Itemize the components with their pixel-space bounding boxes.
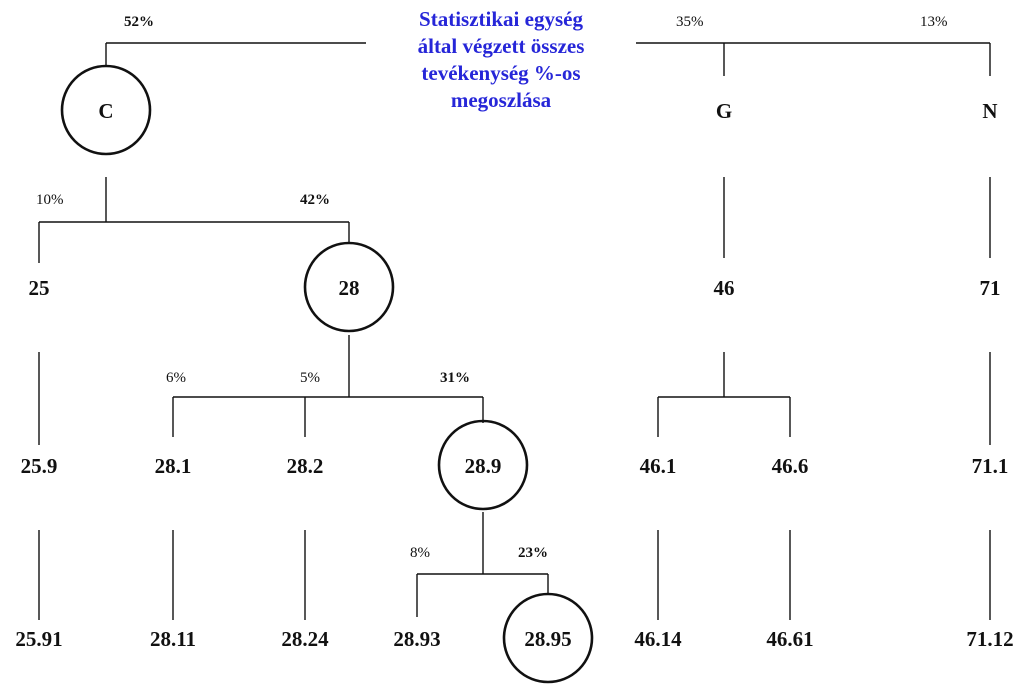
node-46-1: 46.1 <box>640 454 677 478</box>
node-28-1: 28.1 <box>155 454 192 478</box>
share-C: 52% <box>124 14 154 30</box>
node-28-9: 28.9 <box>465 454 502 478</box>
title-line-3: tevékenység %-os <box>421 61 581 85</box>
highlight-circle-28 <box>303 241 395 333</box>
highlight-circle-28-95 <box>502 592 594 684</box>
share-28-1: 6% <box>166 370 186 386</box>
node-71-12: 71.12 <box>966 627 1013 651</box>
title-line-2: által végzett összes <box>417 34 585 58</box>
node-N: N <box>982 99 997 123</box>
node-46-61: 46.61 <box>766 627 813 651</box>
highlight-circle-28-9 <box>437 419 529 511</box>
title-line-4: megoszlása <box>450 88 552 112</box>
node-28-95: 28.95 <box>524 627 571 651</box>
node-71: 71 <box>980 276 1001 300</box>
node-C: C <box>98 99 113 123</box>
share-28-2: 5% <box>300 370 320 386</box>
share-G: 35% <box>676 14 704 30</box>
node-28-24: 28.24 <box>281 627 329 651</box>
node-25-9: 25.9 <box>21 454 58 478</box>
node-25: 25 <box>29 276 50 300</box>
node-46-14: 46.14 <box>634 627 682 651</box>
node-28: 28 <box>339 276 360 300</box>
node-46: 46 <box>714 276 735 300</box>
title-line-1: Statisztikai egység <box>419 7 583 31</box>
node-G: G <box>716 99 732 123</box>
share-25: 10% <box>36 192 64 208</box>
diagram-title: Statisztikai egység által végzett összes… <box>372 6 630 114</box>
share-28-9: 31% <box>440 370 470 386</box>
node-71-1: 71.1 <box>972 454 1009 478</box>
node-46-6: 46.6 <box>772 454 809 478</box>
node-28-11: 28.11 <box>150 627 196 651</box>
highlight-circle-C <box>60 64 152 156</box>
share-28-95: 23% <box>518 545 548 561</box>
share-28-93: 8% <box>410 545 430 561</box>
node-25-91: 25.91 <box>15 627 62 651</box>
share-N: 13% <box>920 14 948 30</box>
share-28: 42% <box>300 192 330 208</box>
node-28-93: 28.93 <box>393 627 440 651</box>
node-28-2: 28.2 <box>287 454 324 478</box>
